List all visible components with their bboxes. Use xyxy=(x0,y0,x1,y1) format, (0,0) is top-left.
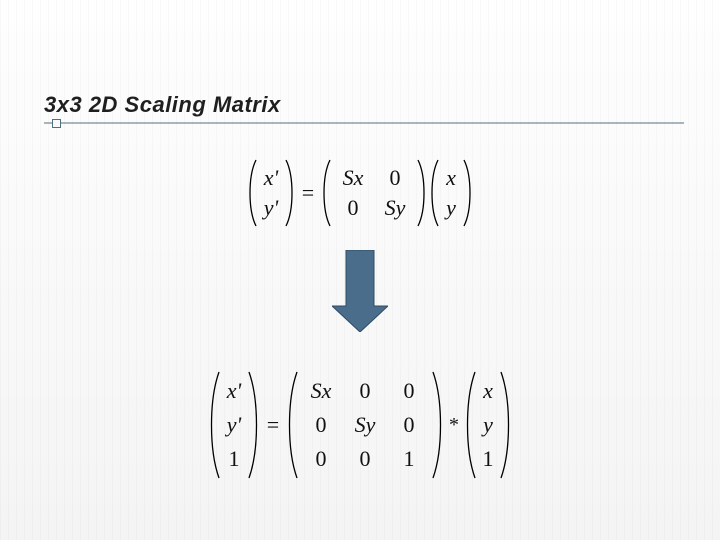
slide-content: 3x3 2D Scaling Matrix x' y' = Sx 0 0 Sy xyxy=(0,0,720,540)
paren-right xyxy=(462,158,474,228)
rhs3-y: y xyxy=(483,408,493,442)
m3-r2c3: 0 xyxy=(404,412,415,438)
equation-2x2: x' y' = Sx 0 0 Sy x y xyxy=(0,158,720,228)
paren-left xyxy=(428,158,440,228)
equals-sign-3: = xyxy=(261,412,285,438)
m3-r3c1: 0 xyxy=(316,446,327,472)
lhs3-one: 1 xyxy=(229,442,240,476)
slide-title: 3x3 2D Scaling Matrix xyxy=(44,92,684,118)
paren-right xyxy=(284,158,296,228)
paren-left xyxy=(463,370,477,480)
paren-right xyxy=(247,370,261,480)
title-area: 3x3 2D Scaling Matrix xyxy=(44,92,684,122)
m3-r2c1: 0 xyxy=(316,412,327,438)
lhs-x-prime: x' xyxy=(264,163,278,193)
paren-left xyxy=(285,370,299,480)
lhs3-y-prime: y' xyxy=(227,408,241,442)
rhs-x: x xyxy=(446,163,456,193)
rhs3-x: x xyxy=(483,374,493,408)
equation-3x3: x' y' 1 = Sx 0 0 0 Sy 0 0 0 1 * xyxy=(0,370,720,480)
m2-r1c1: Sx xyxy=(343,165,364,191)
star-op: * xyxy=(445,414,463,437)
paren-right xyxy=(499,370,513,480)
paren-right xyxy=(416,158,428,228)
equals-sign: = xyxy=(296,180,320,206)
m3-r3c3: 1 xyxy=(404,446,415,472)
m3-r3c2: 0 xyxy=(360,446,371,472)
paren-left xyxy=(246,158,258,228)
paren-left xyxy=(207,370,221,480)
lhs3-x-prime: x' xyxy=(227,374,241,408)
m2-r2c1: 0 xyxy=(348,195,359,221)
m3-r1c3: 0 xyxy=(404,378,415,404)
down-arrow xyxy=(332,250,388,337)
m2-r1c2: 0 xyxy=(390,165,401,191)
m3-r2c2: Sy xyxy=(355,412,376,438)
rhs3-one: 1 xyxy=(483,442,494,476)
down-arrow-icon xyxy=(332,250,388,332)
lhs-y-prime: y' xyxy=(264,193,278,223)
m2-r2c2: Sy xyxy=(385,195,406,221)
m3-r1c1: Sx xyxy=(311,378,332,404)
paren-left xyxy=(320,158,332,228)
paren-right xyxy=(431,370,445,480)
rhs-y: y xyxy=(446,193,456,223)
m3-r1c2: 0 xyxy=(360,378,371,404)
